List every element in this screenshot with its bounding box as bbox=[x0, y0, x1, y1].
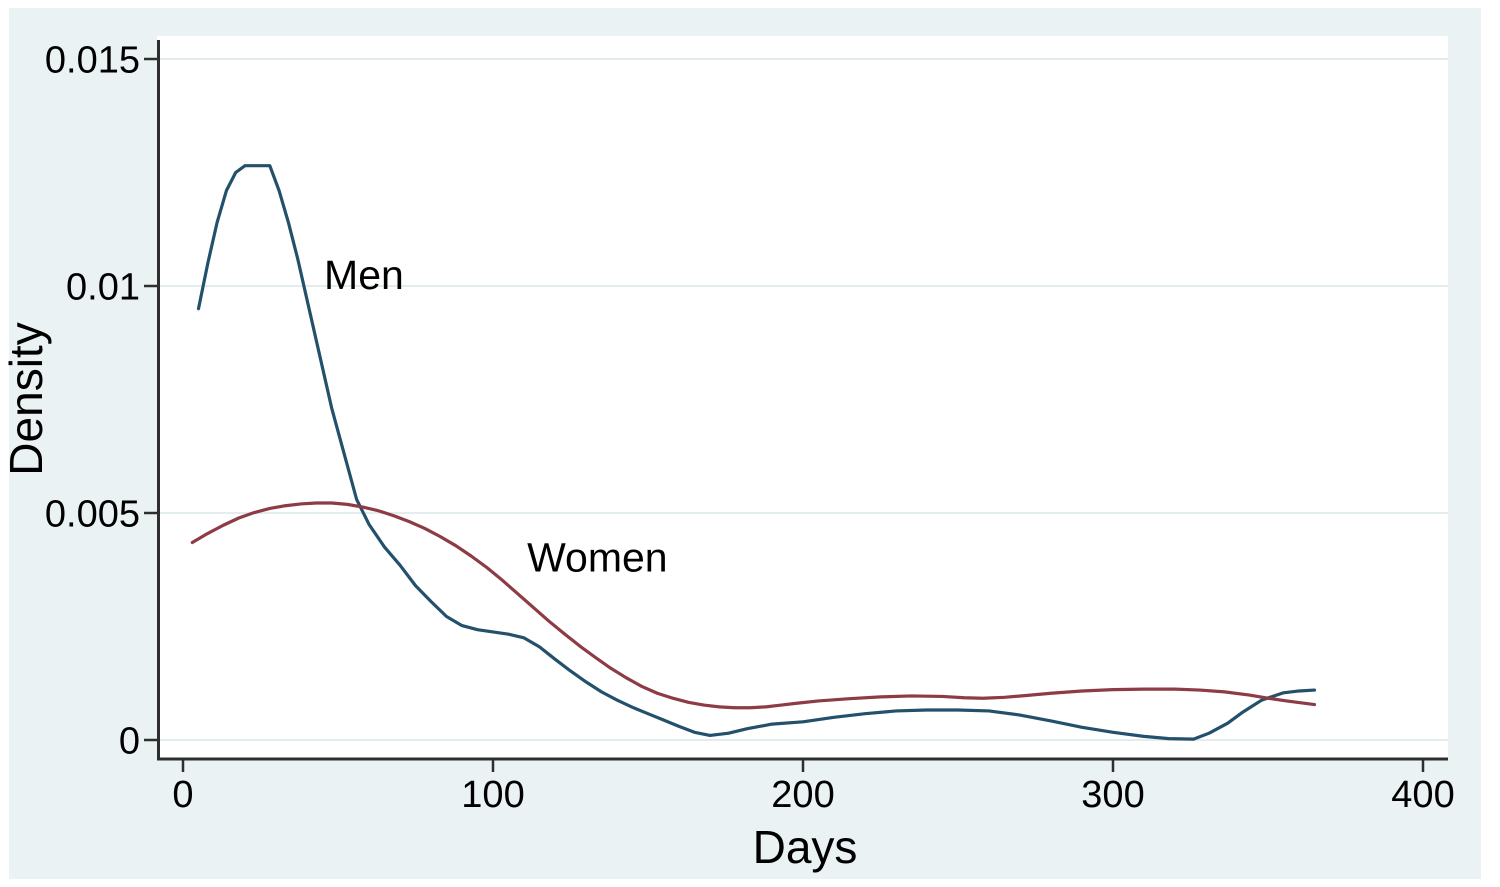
tick-labels: 0 0.005 0.01 0.015 0 100 200 300 400 bbox=[45, 39, 1455, 816]
series-lines bbox=[190, 164, 1317, 741]
series-label-women: Women bbox=[527, 534, 668, 580]
series-annotations: Men Women bbox=[324, 252, 668, 580]
series-line-women bbox=[190, 501, 1317, 710]
y-tick-label-0.015: 0.015 bbox=[45, 39, 140, 81]
series-line-men bbox=[196, 164, 1317, 741]
series-label-men: Men bbox=[324, 252, 404, 298]
x-tick-label-400: 400 bbox=[1391, 774, 1454, 816]
x-tick-label-200: 200 bbox=[771, 774, 834, 816]
plot-area-background bbox=[157, 36, 1448, 759]
y-axis-title: Density bbox=[0, 322, 52, 475]
gridlines bbox=[157, 58, 1448, 741]
y-tick-label-0.01: 0.01 bbox=[66, 266, 140, 308]
x-tick-label-0: 0 bbox=[172, 774, 193, 816]
y-tick-label-0.005: 0.005 bbox=[45, 493, 140, 535]
x-axis-title: Days bbox=[753, 821, 858, 873]
x-tick-label-100: 100 bbox=[461, 774, 524, 816]
y-tick-label-0: 0 bbox=[119, 720, 140, 762]
tick-marks bbox=[144, 57, 1425, 772]
x-tick-label-300: 300 bbox=[1081, 774, 1144, 816]
